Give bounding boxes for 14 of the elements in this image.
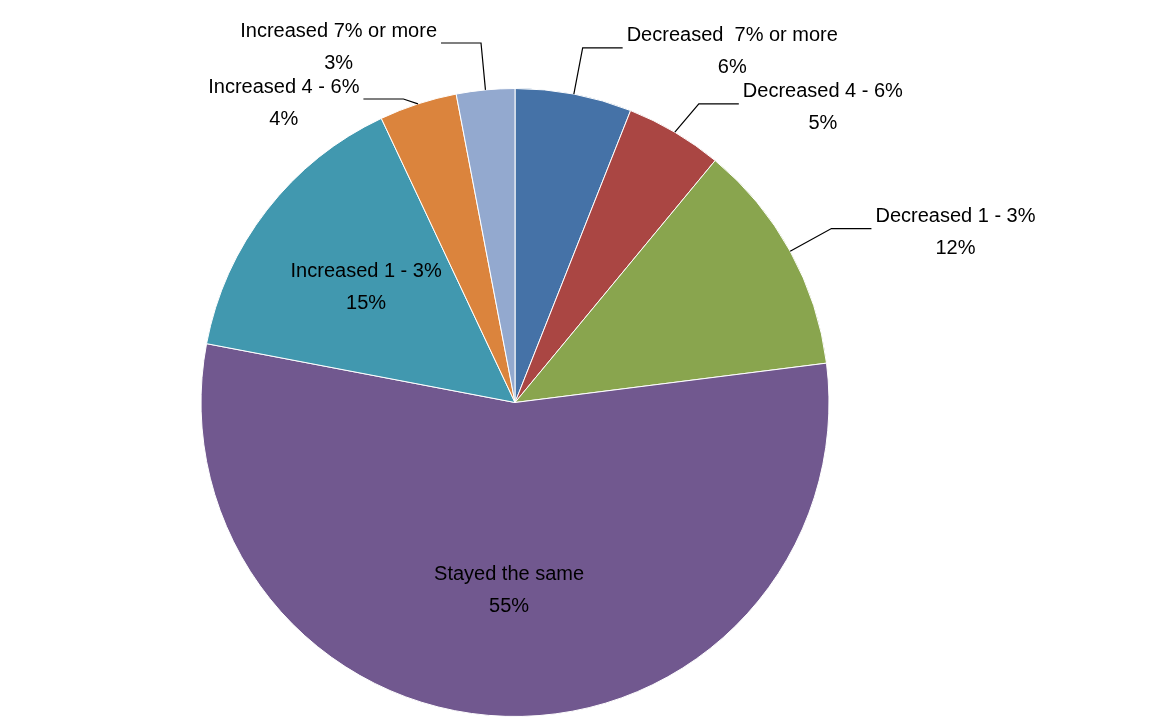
slice-label: Stayed the same — [434, 562, 585, 585]
slice-label: Decreased 7% or more — [626, 23, 838, 46]
data-label: 4% — [269, 106, 299, 129]
data-label: 5% — [808, 111, 838, 134]
slice-label: Decreased 1 - 3% — [875, 204, 1036, 227]
data-label: 3% — [324, 50, 354, 73]
data-label: 15% — [346, 290, 387, 313]
slice-label: Increased 7% or more — [240, 18, 438, 41]
slice-label: Increased 1 - 3% — [290, 258, 442, 281]
slice-label: Increased 4 - 6% — [208, 74, 360, 97]
data-label: 12% — [935, 236, 976, 259]
data-label: 6% — [717, 55, 747, 78]
slice-label: Decreased 4 - 6% — [742, 79, 904, 102]
data-label: 55% — [489, 594, 530, 617]
